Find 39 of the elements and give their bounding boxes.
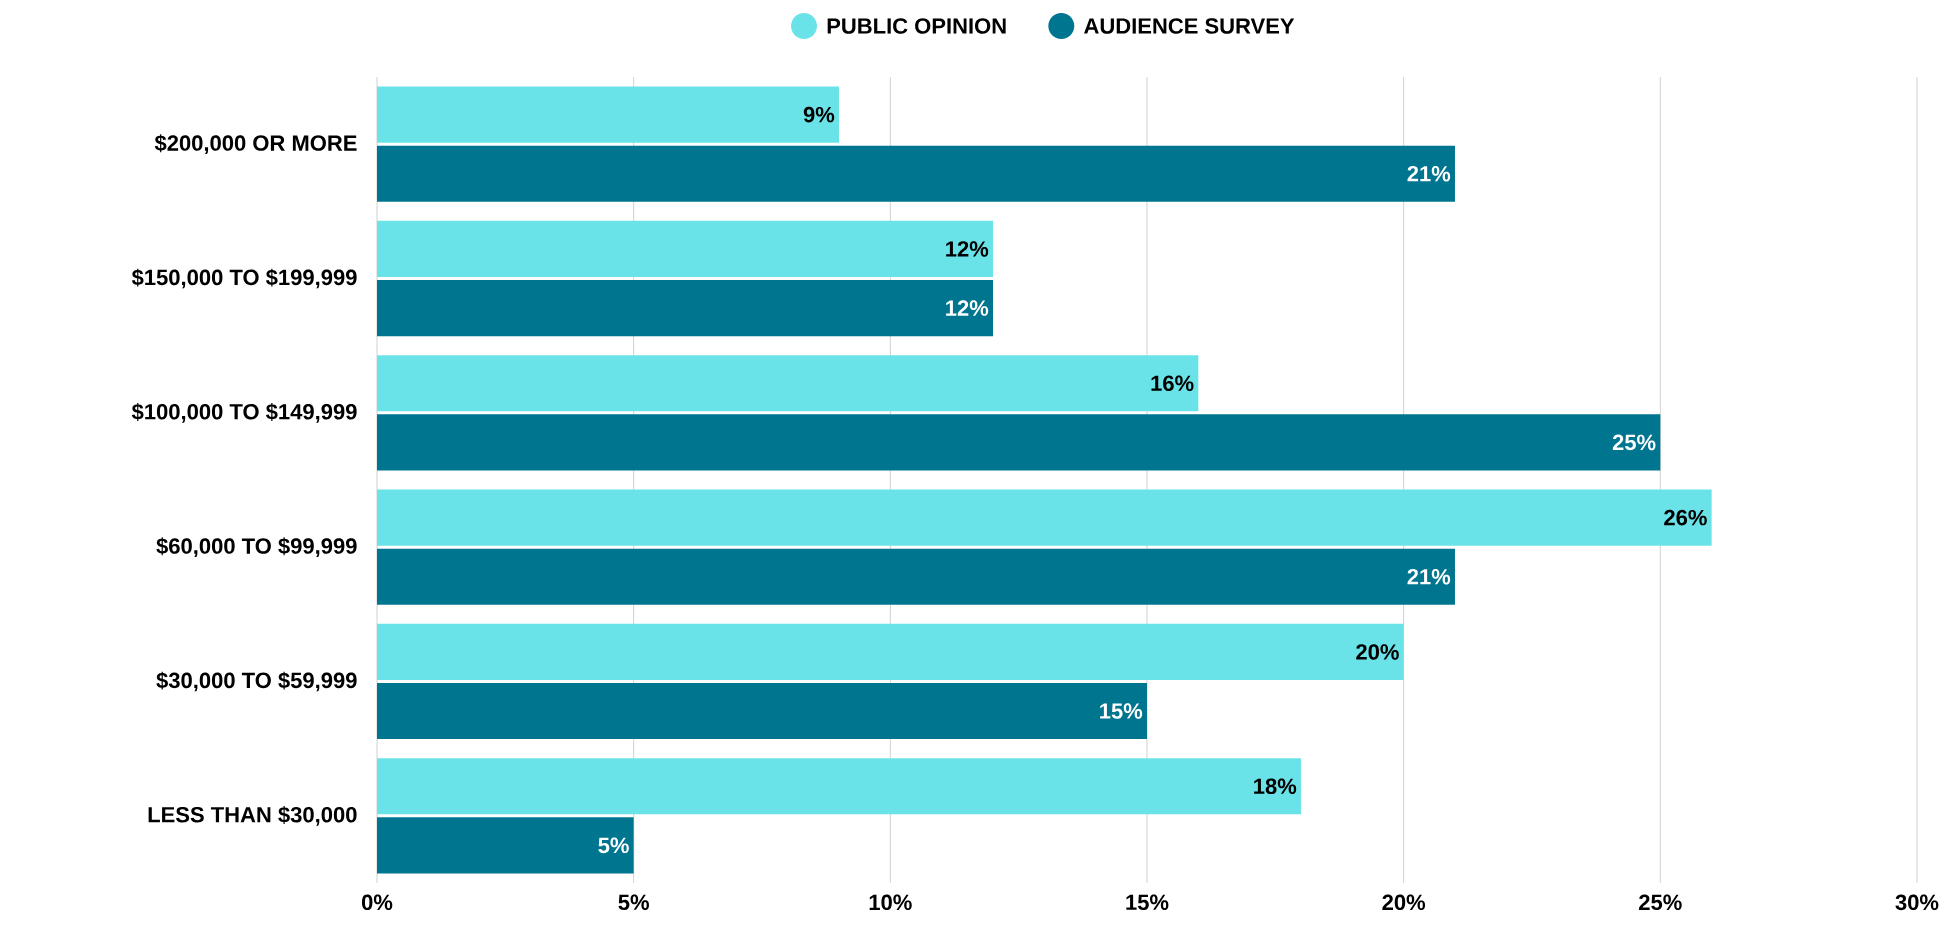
data-label: 21% bbox=[1407, 568, 1451, 585]
x-tick-label: 0% bbox=[361, 894, 393, 911]
data-label: 20% bbox=[1356, 644, 1399, 660]
y-tick-label: $200,000 OR MORE bbox=[154, 134, 357, 155]
x-tick-label: 10% bbox=[869, 894, 912, 911]
data-label: 9% bbox=[803, 106, 835, 123]
bar bbox=[377, 414, 1661, 471]
bar bbox=[377, 489, 1712, 546]
bar bbox=[377, 623, 1404, 681]
bar bbox=[377, 817, 634, 874]
data-label: 18% bbox=[1254, 778, 1297, 795]
bar bbox=[377, 279, 993, 337]
data-label: 12% bbox=[946, 300, 989, 316]
y-tick-label: $150,000 TO $199,999 bbox=[131, 268, 357, 289]
data-label: 5% bbox=[598, 837, 629, 854]
x-tick-label: 25% bbox=[1639, 894, 1682, 911]
bar bbox=[377, 145, 1455, 202]
bar bbox=[377, 682, 1147, 740]
bar bbox=[377, 86, 839, 143]
x-tick-label: 5% bbox=[618, 894, 649, 911]
bar bbox=[377, 758, 1301, 815]
legend-label: PUBLIC OPINION bbox=[827, 18, 1006, 34]
x-tick-label: 15% bbox=[1126, 894, 1169, 911]
x-tick-label: 30% bbox=[1895, 894, 1939, 911]
data-label: 21% bbox=[1407, 165, 1451, 182]
y-tick-label: LESS THAN $30,000 bbox=[148, 805, 357, 826]
y-tick-label: $60,000 TO $99,999 bbox=[156, 537, 357, 558]
legend-label: AUDIENCE SURVEY bbox=[1084, 18, 1295, 34]
data-label: 16% bbox=[1151, 375, 1194, 392]
bar bbox=[377, 355, 1199, 412]
y-tick-label: $30,000 TO $59,999 bbox=[156, 671, 357, 692]
data-label: 12% bbox=[946, 241, 989, 257]
bar bbox=[377, 220, 993, 278]
x-tick-label: 20% bbox=[1382, 894, 1426, 911]
bar bbox=[377, 548, 1455, 605]
data-label: 15% bbox=[1100, 703, 1143, 719]
data-label: 26% bbox=[1664, 509, 1707, 526]
y-tick-label: $100,000 TO $149,999 bbox=[131, 402, 357, 423]
data-label: 25% bbox=[1612, 434, 1656, 451]
